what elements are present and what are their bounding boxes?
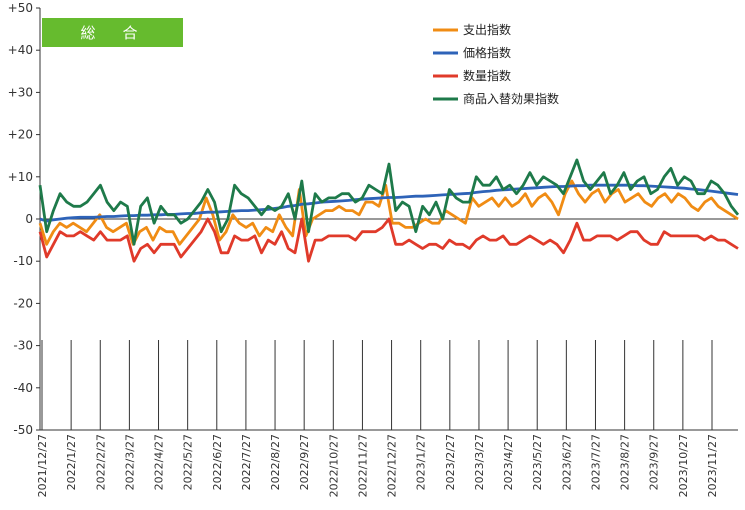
x-tick-label: 2023/2/27 [444, 434, 457, 490]
x-tick-label: 2023/9/27 [648, 434, 661, 490]
y-tick-label: -10 [13, 254, 33, 268]
x-tick-label: 2022/3/27 [123, 434, 136, 490]
x-tick-label: 2022/2/27 [94, 434, 107, 490]
x-tick-label: 2022/5/27 [182, 434, 195, 490]
y-tick-label: -20 [13, 296, 33, 310]
x-tick-label: 2023/3/27 [473, 434, 486, 490]
x-tick-label: 2022/12/27 [386, 434, 399, 497]
y-tick-label: +30 [8, 85, 33, 99]
x-tick-label: 2023/4/27 [502, 434, 515, 490]
y-tick-label: +50 [8, 1, 33, 15]
x-tick-label: 2022/1/27 [65, 434, 78, 490]
legend-label: 支出指数 [463, 22, 511, 37]
x-tick-label: 2022/9/27 [298, 434, 311, 490]
y-tick-label: +20 [8, 128, 33, 142]
y-tick-label: +10 [8, 170, 33, 184]
x-tick-label: 2022/4/27 [153, 434, 166, 490]
series-line-0 [38, 179, 739, 246]
x-tick-label: 2022/6/27 [211, 434, 224, 490]
title-badge [42, 18, 183, 47]
x-tick-label: 2021/12/27 [36, 434, 49, 497]
x-tick-label: 2022/10/27 [327, 434, 340, 497]
x-tick-label: 2023/6/27 [560, 434, 573, 490]
x-tick-label: 2023/10/27 [677, 434, 690, 497]
x-tick-label: 2022/11/27 [356, 434, 369, 497]
x-tick-label: 2023/5/27 [531, 434, 544, 490]
x-tick-label: 2023/1/27 [415, 434, 428, 490]
legend-label: 数量指数 [463, 68, 511, 83]
x-tick-label: 2023/8/27 [619, 434, 632, 490]
x-tick-label: 2023/7/27 [589, 434, 602, 490]
x-tick-label: 2022/8/27 [269, 434, 282, 490]
series-line-2 [38, 217, 739, 263]
y-tick-label: +40 [8, 43, 33, 57]
x-tick-label: 2023/11/27 [706, 434, 719, 497]
x-tick-label: 2022/7/27 [240, 434, 253, 490]
y-tick-label: 0 [25, 212, 33, 226]
y-tick-label: -50 [13, 423, 33, 437]
title-badge-label: 総 合 [80, 24, 143, 42]
series-line-3 [38, 158, 740, 246]
legend-label: 商品入替効果指数 [463, 91, 559, 106]
legend-label: 価格指数 [463, 45, 511, 60]
y-tick-label: -40 [13, 381, 33, 395]
y-tick-label: -30 [13, 339, 33, 353]
